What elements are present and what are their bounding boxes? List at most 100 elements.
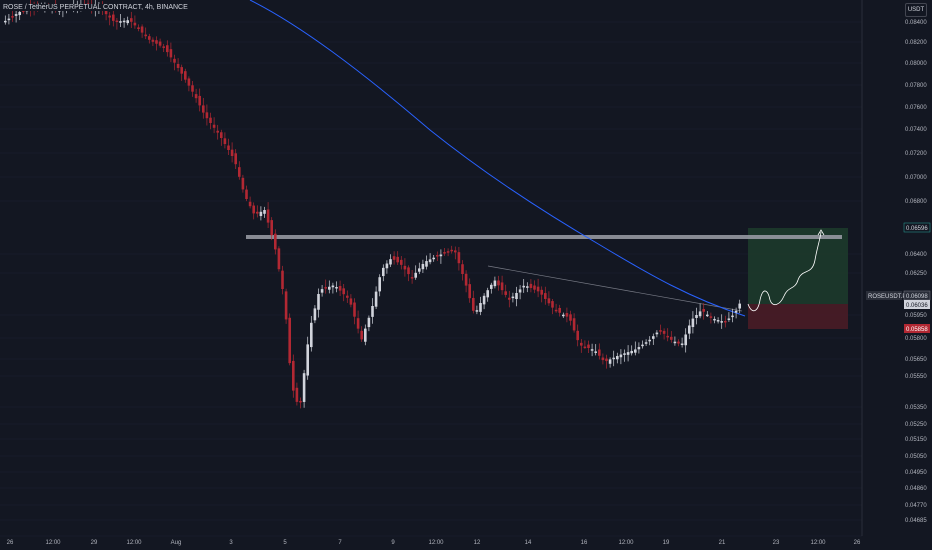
last-price-tag-text: 0.06098 [906, 294, 928, 300]
candle-body [216, 130, 219, 133]
price-tick-label: 0.08000 [905, 61, 927, 67]
candle-body [461, 264, 464, 274]
candle-body [353, 302, 356, 317]
candle-body [594, 351, 597, 353]
symbol-title[interactable]: ROSE / TetherUS PERPETUAL CONTRACT, 4h, … [2, 4, 189, 11]
candle-body [187, 78, 191, 86]
candle-body [551, 301, 554, 308]
candle-body [482, 295, 486, 305]
price-tick-label: 0.07800 [905, 83, 927, 89]
candle-body [346, 295, 349, 298]
candle-body [464, 273, 468, 286]
time-tick-label: 12:00 [810, 540, 826, 546]
candle-body [382, 267, 385, 277]
time-tick-label: 9 [391, 540, 395, 546]
candle-body [569, 314, 572, 321]
time-axis[interactable]: 26 12:00 29 12:00 Aug 3 5 7 9 12:00 12 14 16 12:00 19 2… [7, 540, 861, 546]
candle-body [292, 360, 295, 391]
candle-body [4, 20, 7, 23]
candle-body [227, 145, 230, 150]
candle-body [364, 328, 367, 342]
candle-body [288, 317, 291, 364]
candle-body [562, 314, 565, 317]
price-tick-label: 0.05800 [905, 336, 927, 342]
candle-body [648, 339, 651, 342]
candle-body [587, 344, 590, 348]
candle-body [173, 58, 176, 63]
candle-body [504, 291, 507, 295]
price-tick-label: 0.07600 [905, 105, 927, 111]
candle-body [356, 318, 360, 329]
candle-body [572, 318, 576, 331]
time-tick-label: 14 [525, 540, 532, 546]
candle-body [328, 286, 331, 290]
candle-body [115, 20, 119, 23]
candle-body [619, 354, 623, 358]
candle-body [18, 11, 21, 16]
candle-body [324, 287, 327, 289]
candle-body [310, 322, 313, 348]
candle-body [727, 318, 731, 320]
candle-body [389, 259, 392, 265]
candle-body [277, 248, 281, 270]
chart-grid [0, 21, 862, 537]
candle-body [659, 330, 662, 332]
candle-body [151, 39, 155, 42]
candle-body [245, 189, 248, 199]
price-axis[interactable]: 0.08400 0.08200 0.08000 0.07800 0.07600 0.074… [905, 20, 927, 524]
candle-body [137, 27, 140, 29]
candle-body [234, 153, 237, 165]
stop-loss-zone[interactable] [748, 304, 848, 329]
candle-body [738, 303, 741, 309]
candle-body [439, 254, 443, 257]
price-tick-label: 0.05550 [905, 374, 927, 380]
candle-body [652, 336, 655, 339]
candle-body [468, 284, 471, 299]
candle-body [709, 316, 713, 318]
time-tick-label: 12 [474, 540, 481, 546]
time-tick-label: 12:00 [428, 540, 444, 546]
candle-body [508, 297, 511, 300]
candle-body [410, 277, 414, 279]
currency-button[interactable]: USDT [905, 3, 927, 17]
candle-body [238, 167, 241, 177]
candle-body [734, 310, 738, 313]
candle-body [511, 296, 515, 299]
candle-body [608, 359, 612, 364]
candle-body [122, 20, 126, 23]
descending-trendline[interactable] [487, 265, 743, 312]
candle-body [266, 209, 270, 223]
candle-body [688, 325, 691, 334]
candle-body [731, 315, 734, 318]
candle-body [522, 285, 525, 288]
candle-body [630, 350, 633, 354]
price-tick-label: 0.08200 [905, 40, 927, 46]
candle-body [472, 297, 475, 311]
candle-body [320, 289, 324, 293]
time-tick-label: 26 [854, 540, 861, 546]
candle-body [547, 298, 551, 304]
time-tick-label: 3 [229, 540, 233, 546]
price-tick-label: 0.05250 [905, 422, 927, 428]
candle-body [302, 373, 306, 402]
time-tick-label: 26 [7, 540, 14, 546]
candle-body [702, 308, 705, 312]
candle-body [612, 357, 615, 360]
candle-body [601, 357, 605, 361]
candle-body [194, 94, 198, 99]
candle-body [479, 303, 482, 312]
candle-body [540, 289, 543, 295]
candle-body [637, 347, 641, 350]
candle-body [252, 205, 255, 214]
candle-body [108, 15, 111, 18]
moving-average-line [249, 0, 746, 317]
candle-body [626, 352, 630, 355]
candle-body [191, 85, 194, 92]
price-tick-label: 0.07000 [905, 175, 927, 181]
candle-body [14, 14, 18, 16]
price-tick-label: 0.07400 [905, 127, 927, 133]
candle-body [360, 330, 363, 340]
candle-body [378, 277, 381, 292]
candle-body [184, 71, 187, 80]
